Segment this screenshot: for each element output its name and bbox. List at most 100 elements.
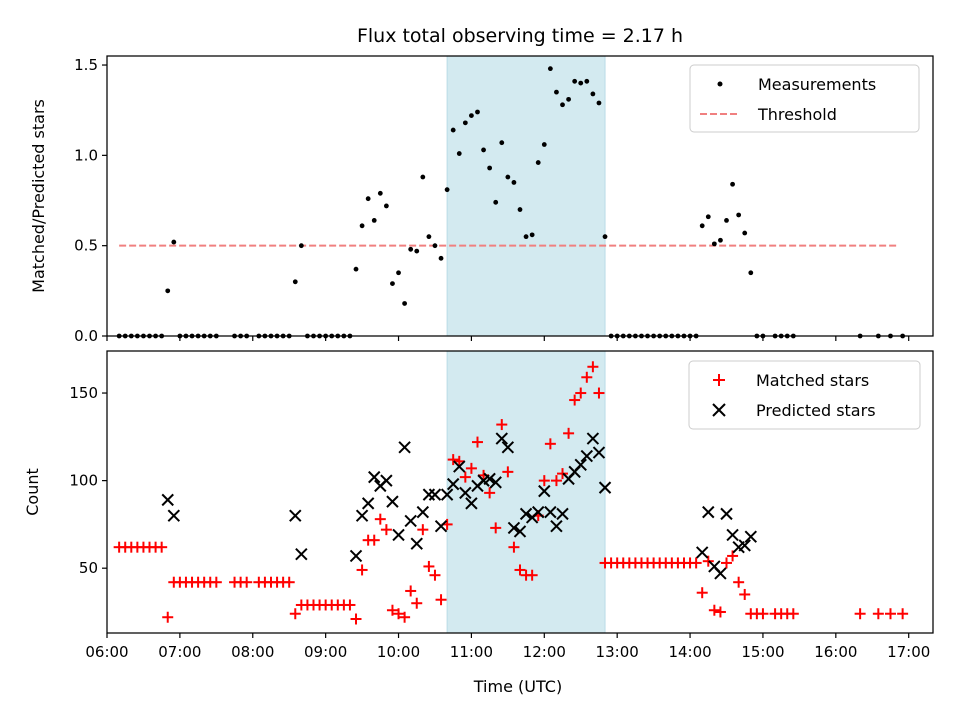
matched-star-point bbox=[411, 597, 423, 609]
y-tick-label: 1.5 bbox=[74, 56, 98, 74]
measurement-point bbox=[554, 89, 559, 95]
measurement-point bbox=[560, 102, 565, 108]
count-panel: 50 100 150 06:00 07:00 08:00 09:00 10:00 11:00 1… bbox=[23, 350, 934, 696]
predicted-star-point bbox=[392, 528, 405, 542]
matched-star-point bbox=[696, 587, 708, 599]
measurement-point bbox=[517, 207, 523, 212]
matched-star-point bbox=[690, 557, 702, 569]
predicted-star-point bbox=[507, 521, 521, 535]
ratio-y-axis: 0.0 0.5 1.0 1.5 bbox=[74, 56, 107, 345]
predicted-star-point bbox=[368, 470, 381, 484]
measurement-point bbox=[499, 140, 505, 146]
matched-star-point bbox=[581, 371, 593, 383]
x-tick-label: 12:00 bbox=[523, 643, 566, 661]
matched-star-point bbox=[405, 585, 417, 597]
measurement-point bbox=[529, 232, 535, 238]
matched-star-point bbox=[708, 604, 720, 616]
measurement-point bbox=[699, 223, 705, 229]
y-tick-label: 100 bbox=[69, 472, 98, 490]
matched-star-point bbox=[575, 387, 587, 399]
predicted-star-point bbox=[161, 493, 174, 507]
predicted-star-point bbox=[556, 507, 569, 521]
matched-star-point bbox=[393, 608, 405, 620]
predicted-star-point bbox=[738, 539, 751, 552]
x-tick-label: 07:00 bbox=[158, 643, 201, 661]
measurement-point bbox=[724, 217, 729, 223]
matched-star-point bbox=[733, 576, 745, 588]
measurement-point bbox=[742, 230, 748, 236]
predicted-star-point bbox=[726, 528, 739, 542]
legend-marker-matched bbox=[713, 374, 725, 386]
matched-star-point bbox=[714, 606, 726, 618]
predicted-star-point bbox=[349, 549, 363, 563]
measurement-point bbox=[383, 203, 389, 209]
measurement-point bbox=[353, 266, 359, 272]
matched-star-point bbox=[550, 475, 562, 487]
ratio-y-axis-label: Matched/Predicted stars bbox=[29, 99, 48, 293]
measurement-point bbox=[511, 180, 517, 185]
observing-window-span bbox=[446, 350, 606, 634]
count-y-axis-label: Count bbox=[23, 468, 42, 516]
measurement-point bbox=[402, 301, 408, 306]
legend-label-threshold: Threshold bbox=[757, 105, 837, 124]
predicted-star-point bbox=[398, 441, 411, 454]
matched-star-point bbox=[210, 576, 222, 588]
predicted-star-point bbox=[513, 525, 527, 538]
y-tick-label: 0.5 bbox=[74, 237, 98, 255]
ratio-legend-box bbox=[689, 64, 920, 133]
predicted-star-point bbox=[714, 567, 727, 580]
predicted-star-point bbox=[550, 519, 563, 533]
matched-star-point bbox=[538, 475, 550, 487]
matched-star-point bbox=[514, 564, 526, 576]
measurement-point bbox=[420, 174, 426, 180]
matched-star-point bbox=[386, 604, 398, 616]
matched-star-point bbox=[502, 466, 514, 478]
matched-star-point bbox=[435, 594, 447, 606]
measurement-point bbox=[505, 174, 511, 180]
predicted-star-point bbox=[501, 441, 515, 454]
x-tick-label: 13:00 bbox=[596, 643, 639, 661]
measurement-point bbox=[487, 165, 493, 171]
x-tick-label: 16:00 bbox=[814, 643, 857, 661]
predicted-star-point bbox=[404, 514, 417, 528]
measurement-point bbox=[165, 288, 171, 294]
matched-star-point bbox=[569, 394, 581, 406]
x-tick-label: 06:00 bbox=[85, 643, 128, 661]
matched-star-point bbox=[508, 541, 520, 553]
predicted-star-point bbox=[574, 458, 587, 472]
predicted-star-point bbox=[167, 509, 181, 522]
predicted-star-point bbox=[380, 474, 393, 487]
matched-star-point bbox=[739, 588, 751, 600]
matched-star-point bbox=[872, 608, 884, 620]
matched-star-point bbox=[727, 550, 739, 562]
legend-marker-predicted bbox=[712, 403, 726, 417]
measurement-point bbox=[438, 255, 444, 261]
ratio-panel: 0.0 0.5 1.0 1.5 Flux total observing time =… bbox=[29, 25, 934, 345]
x-tick-label: 15:00 bbox=[741, 643, 784, 661]
y-tick-label: 0.0 bbox=[74, 327, 98, 345]
measurement-point bbox=[718, 237, 723, 243]
matched-star-point bbox=[471, 436, 483, 448]
measurement-point bbox=[365, 196, 371, 202]
chart-title: Flux total observing time = 2.17 h bbox=[357, 25, 683, 47]
matched-star-point bbox=[496, 419, 508, 431]
measurement-point bbox=[711, 241, 717, 247]
predicted-star-point bbox=[355, 509, 369, 522]
measurement-point bbox=[444, 187, 450, 193]
measurement-point bbox=[426, 234, 432, 240]
measurement-point bbox=[541, 142, 547, 147]
count-legend: Matched stars Predicted stars bbox=[688, 360, 921, 430]
predicted-star-point bbox=[386, 495, 399, 508]
measurement-point bbox=[547, 66, 553, 72]
predicted-star-point bbox=[428, 488, 442, 501]
matched-star-point bbox=[459, 471, 471, 483]
ratio-plot-frame bbox=[106, 55, 934, 337]
predicted-star-point bbox=[702, 505, 715, 519]
matched-star-point bbox=[356, 564, 368, 576]
matched-star-point bbox=[484, 487, 496, 499]
count-x-axis: 06:00 07:00 08:00 09:00 10:00 11:00 12:00 13:00… bbox=[85, 633, 930, 661]
predicted-star-point bbox=[544, 505, 557, 519]
predicted-star-point bbox=[446, 477, 460, 491]
matched-star-point bbox=[544, 438, 556, 450]
predicted-star-point bbox=[519, 507, 533, 521]
